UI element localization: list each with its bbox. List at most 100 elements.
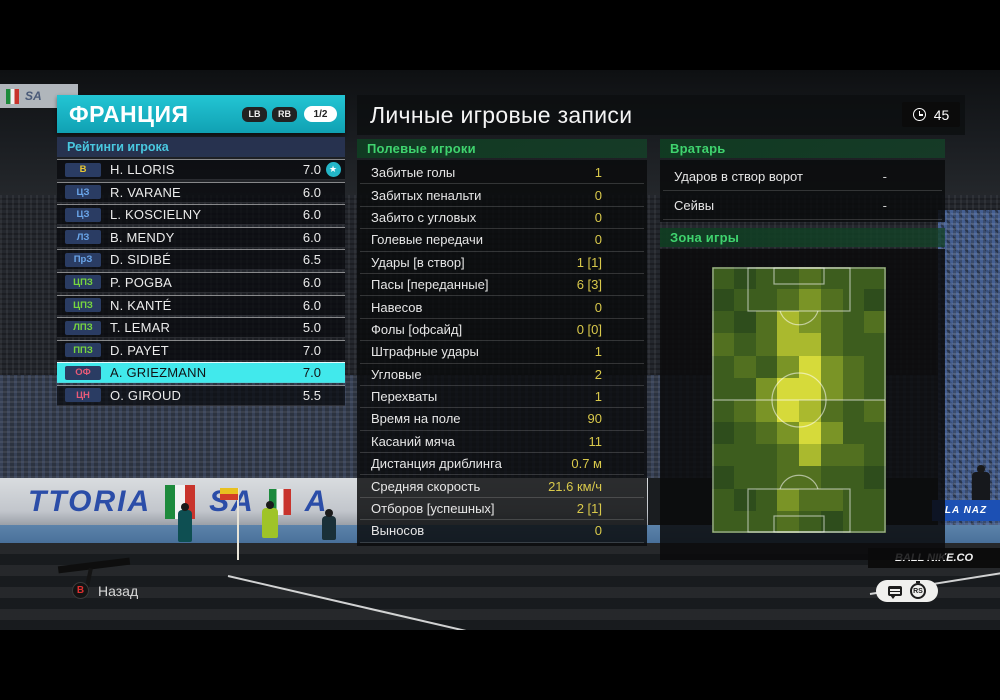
player-ratings-list: В H. LLORIS 7.0 ★ ЦЗ R. VARANE 6.0 ЦЗ L. KOSCIEL… — [57, 159, 345, 408]
heatmap-cell — [755, 399, 778, 423]
position-badge: ПрЗ — [65, 252, 101, 267]
heatmap-cell — [777, 444, 799, 467]
heatmap-cell — [820, 399, 843, 423]
minute-value: 45 — [933, 106, 950, 123]
stat-value: 2 — [594, 366, 602, 382]
heatmap-cell — [842, 488, 865, 511]
player-row[interactable]: ОФ A. GRIEZMANN 7.0 — [57, 362, 345, 384]
heatmap-cell — [842, 444, 865, 467]
heatmap-cell — [820, 333, 843, 356]
heatmap-cell — [755, 267, 778, 290]
position-badge: В — [65, 162, 101, 177]
stat-row: Пасы [переданные] 6 [3] — [360, 274, 644, 297]
player-name: A. GRIEZMANN — [110, 365, 207, 381]
player-row[interactable]: ЦЗ R. VARANE 6.0 — [57, 181, 345, 203]
pad-hint-pill[interactable]: RS — [876, 580, 938, 602]
heatmap-cell — [799, 355, 821, 378]
steward-figure — [262, 508, 278, 538]
italy-flag-icon — [6, 88, 19, 104]
player-row[interactable]: ППЗ D. PAYET 7.0 — [57, 339, 345, 361]
heatmap-cell — [820, 289, 843, 312]
position-badge: ЦН — [65, 388, 101, 403]
stat-label: Время на поле — [371, 411, 461, 427]
banner-text-left: TTORIA — [28, 484, 152, 518]
player-name: D. PAYET — [110, 342, 169, 358]
player-name: T. LEMAR — [110, 320, 171, 336]
heatmap-cell — [777, 422, 799, 445]
stat-value: 11 — [588, 433, 603, 449]
heatmap-cell — [733, 488, 756, 511]
team-name: ФРАНЦИЯ — [69, 100, 189, 127]
stat-label: Пасы [переданные] — [371, 277, 489, 293]
stat-row: Время на поле 90 — [360, 408, 644, 431]
player-row[interactable]: ПрЗ D. SIDIBÉ 6.5 — [57, 249, 345, 271]
position-badge: ЛПЗ — [65, 320, 101, 335]
stat-label: Средняя скорость — [371, 478, 481, 494]
heatmap-cell — [712, 422, 734, 445]
heatmap-cell — [712, 466, 734, 489]
player-rating: 7.0 — [302, 162, 321, 177]
lb-button[interactable]: LB — [242, 106, 267, 122]
player-row[interactable]: В H. LLORIS 7.0 ★ — [57, 159, 345, 180]
player-row[interactable]: ЦН O. GIROUD 5.5 — [57, 384, 345, 406]
heatmap-cell — [842, 510, 865, 533]
heatmap-cell — [712, 333, 734, 356]
back-button[interactable]: B Назад — [72, 582, 138, 599]
stat-label: Фолы [офсайд] — [371, 321, 463, 337]
stat-value: 1 [1] — [576, 254, 602, 270]
stat-row: Фолы [офсайд] 0 [0] — [360, 319, 644, 342]
heatmap-cell — [799, 444, 821, 467]
heatmap-cell — [712, 444, 734, 467]
heatmap-cell — [712, 377, 734, 400]
player-row[interactable]: ЦПЗ P. POGBA 6.0 — [57, 271, 345, 293]
rb-button[interactable]: RB — [272, 106, 297, 122]
heatmap-cell — [842, 355, 865, 378]
stat-row: Отборов [успешных] 2 [1] — [360, 498, 644, 521]
stat-label: Забито с угловых — [371, 209, 477, 225]
stat-label: Голевые передачи — [371, 232, 484, 248]
man-of-match-star-icon: ★ — [325, 162, 341, 177]
stat-value: 90 — [587, 411, 602, 427]
stat-label: Сейвы — [674, 197, 715, 213]
heatmap-cell — [864, 289, 886, 312]
player-row[interactable]: ЦПЗ N. KANTÉ 6.0 — [57, 294, 345, 316]
stat-row: Перехваты 1 — [360, 386, 644, 409]
stat-value: 0.7 м — [571, 456, 602, 472]
heatmap-cell — [755, 466, 778, 489]
player-rating: 6.5 — [302, 252, 321, 268]
heatmap-cell — [777, 289, 799, 312]
corner-flag-pole — [237, 488, 239, 560]
player-rating: 6.0 — [302, 207, 321, 223]
stat-label: Навесов — [371, 299, 423, 315]
stat-row: Навесов 0 — [360, 296, 644, 319]
team-header: ФРАНЦИЯ LB RB 1/2 — [57, 95, 345, 133]
heatmap-cell — [842, 422, 865, 445]
stat-value: 0 — [594, 232, 602, 248]
heatmap-cell — [864, 333, 886, 356]
player-rating: 7.0 — [302, 342, 321, 358]
stat-value: 0 — [594, 523, 602, 539]
heatmap-cell — [733, 466, 756, 489]
heatmap-cell — [777, 355, 799, 378]
zone-heatmap — [712, 267, 886, 533]
stat-label: Касаний мяча — [371, 433, 455, 449]
player-row[interactable]: ЛПЗ T. LEMAR 5.0 — [57, 317, 345, 339]
stat-label: Отборов [успешных] — [371, 501, 495, 517]
heatmap-grid — [712, 267, 886, 533]
heatmap-cell — [733, 355, 756, 378]
heatmap-cell — [820, 510, 843, 533]
heatmap-cell — [777, 377, 799, 400]
heatmap-cell — [799, 377, 821, 400]
pitch-lines — [712, 267, 886, 533]
player-rating: 6.0 — [302, 274, 321, 290]
player-row[interactable]: ЦЗ L. KOSCIELNY 6.0 — [57, 204, 345, 226]
stat-value: 0 — [594, 299, 602, 315]
heatmap-cell — [864, 510, 886, 533]
stat-value: 0 — [594, 209, 602, 225]
stat-row: Сейвы - — [663, 191, 942, 220]
player-row[interactable]: ЛЗ B. MENDY 6.0 — [57, 226, 345, 248]
stat-value: 1 — [594, 165, 602, 181]
heatmap-cell — [820, 488, 843, 511]
heatmap-cell — [799, 399, 821, 423]
player-name: N. KANTÉ — [110, 297, 172, 313]
